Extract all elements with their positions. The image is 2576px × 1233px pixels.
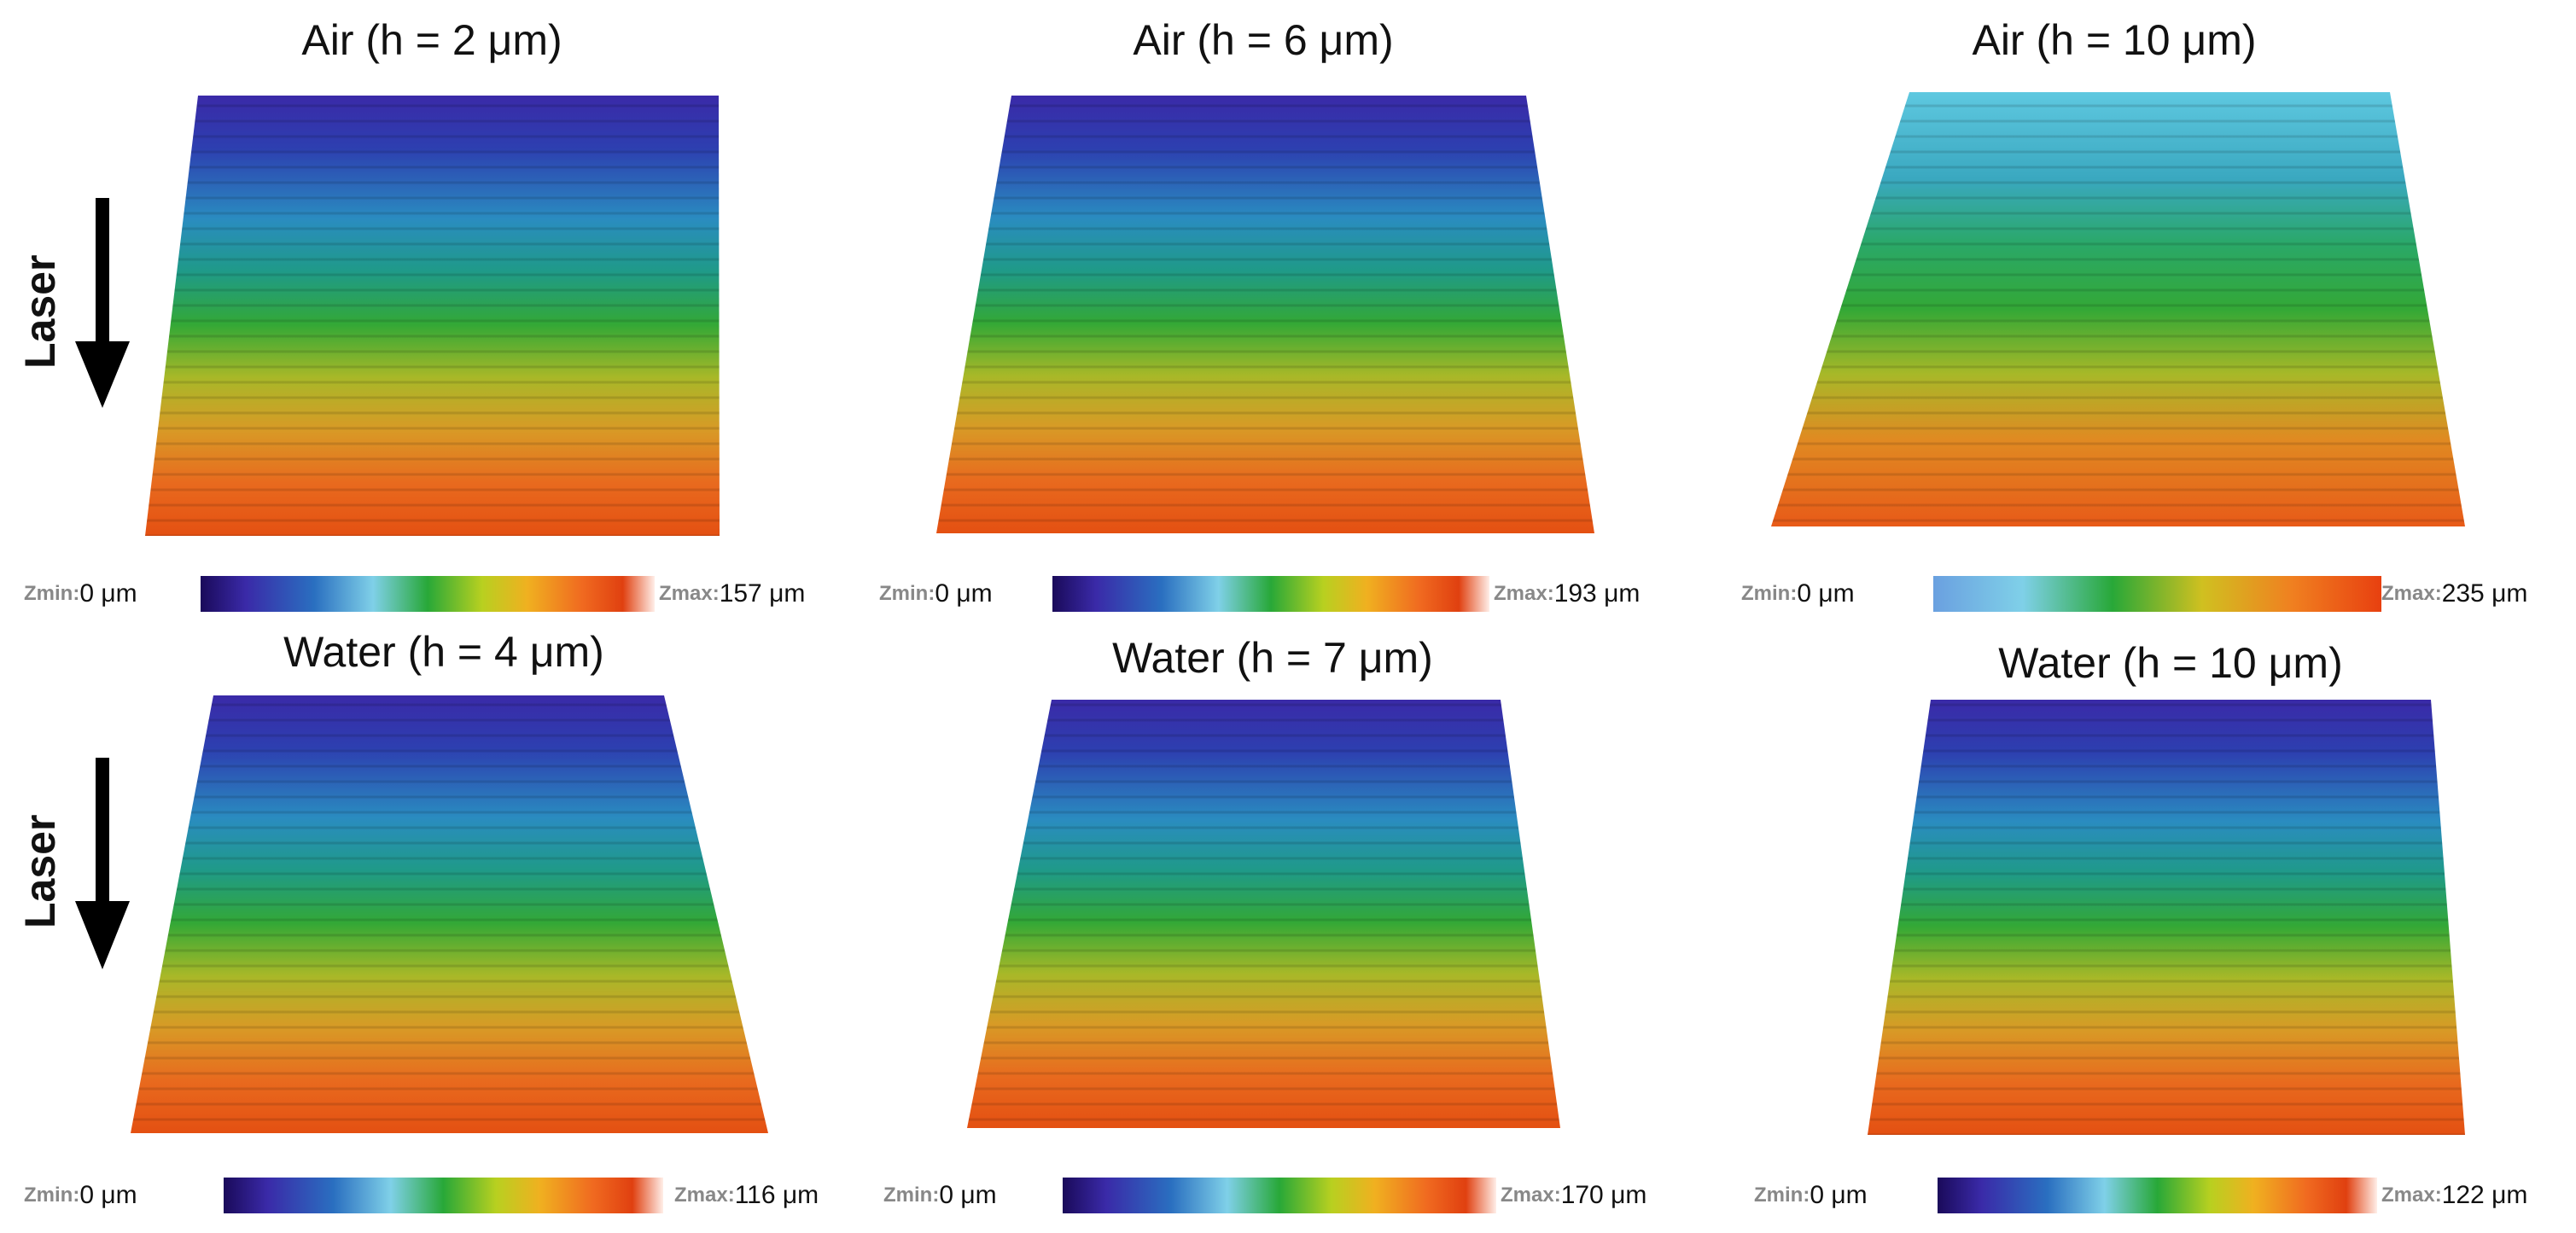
laser-arrow-icon bbox=[75, 198, 130, 408]
zmax-value: 122 μm bbox=[2441, 1181, 2528, 1209]
laser-label: Laser bbox=[16, 254, 64, 369]
colorbar-6 bbox=[1938, 1178, 2377, 1213]
colorbar-5 bbox=[1063, 1178, 1496, 1213]
surface-air-10 bbox=[1771, 92, 2465, 526]
zmin-label: Zmin: bbox=[1741, 582, 1798, 605]
zmax-readout: Zmax: 193 μm bbox=[1494, 574, 1640, 614]
zmin-readout: Zmin: 0 μm bbox=[24, 574, 137, 614]
zmax-readout: Zmax: 116 μm bbox=[674, 1176, 819, 1215]
zmin-value: 0 μm bbox=[79, 579, 137, 608]
zmax-value: 235 μm bbox=[2441, 579, 2528, 608]
colorbar-2 bbox=[1052, 576, 1489, 612]
panel-title: Water (h = 10 μm) bbox=[1998, 639, 2343, 687]
zmax-value: 170 μm bbox=[1560, 1181, 1647, 1209]
surface-water-4 bbox=[131, 695, 768, 1133]
panel-title: Air (h = 10 μm) bbox=[1972, 16, 2257, 64]
zmax-value: 193 μm bbox=[1553, 579, 1641, 608]
zmax-label: Zmax: bbox=[2381, 582, 2442, 605]
surface-water-7 bbox=[967, 700, 1560, 1128]
zmax-value: 116 μm bbox=[734, 1181, 819, 1209]
panel-title: Air (h = 2 μm) bbox=[301, 16, 562, 64]
zmax-label: Zmax: bbox=[1494, 582, 1554, 605]
zmax-label: Zmax: bbox=[674, 1184, 735, 1207]
zmin-label: Zmin: bbox=[24, 1184, 80, 1207]
zmax-label: Zmax: bbox=[659, 582, 720, 605]
laser-label: Laser bbox=[16, 814, 64, 928]
laser-arrow-icon bbox=[75, 758, 130, 969]
colorbar-1 bbox=[201, 576, 655, 612]
surface-water-10 bbox=[1868, 700, 2465, 1135]
zmin-value: 0 μm bbox=[939, 1181, 997, 1209]
zmin-readout: Zmin: 0 μm bbox=[1741, 574, 1855, 614]
colorbar-4 bbox=[224, 1178, 663, 1213]
zmin-label: Zmin: bbox=[1754, 1184, 1810, 1207]
zmax-readout: Zmax: 170 μm bbox=[1501, 1176, 1646, 1215]
zmax-readout: Zmax: 235 μm bbox=[2381, 574, 2527, 614]
zmax-label: Zmax: bbox=[2381, 1184, 2442, 1207]
zmin-label: Zmin: bbox=[24, 582, 80, 605]
panel-title: Water (h = 4 μm) bbox=[283, 628, 604, 676]
panel-title: Water (h = 7 μm) bbox=[1112, 634, 1433, 682]
surface-air-2 bbox=[145, 96, 720, 536]
zmax-readout: Zmax: 122 μm bbox=[2381, 1176, 2527, 1215]
surface-air-6 bbox=[936, 96, 1594, 533]
zmin-readout: Zmin: 0 μm bbox=[1754, 1176, 1868, 1215]
zmax-label: Zmax: bbox=[1501, 1184, 1561, 1207]
zmin-value: 0 μm bbox=[935, 579, 993, 608]
zmin-readout: Zmin: 0 μm bbox=[883, 1176, 997, 1215]
zmin-readout: Zmin: 0 μm bbox=[24, 1176, 137, 1215]
zmin-label: Zmin: bbox=[883, 1184, 940, 1207]
zmin-value: 0 μm bbox=[79, 1181, 137, 1209]
zmin-value: 0 μm bbox=[1797, 579, 1855, 608]
colorbar-3 bbox=[1933, 576, 2381, 612]
zmin-readout: Zmin: 0 μm bbox=[879, 574, 993, 614]
zmin-label: Zmin: bbox=[879, 582, 935, 605]
zmax-value: 157 μm bbox=[719, 579, 806, 608]
zmax-readout: Zmax: 157 μm bbox=[659, 574, 805, 614]
panel-title: Air (h = 6 μm) bbox=[1133, 16, 1394, 64]
zmin-value: 0 μm bbox=[1810, 1181, 1868, 1209]
